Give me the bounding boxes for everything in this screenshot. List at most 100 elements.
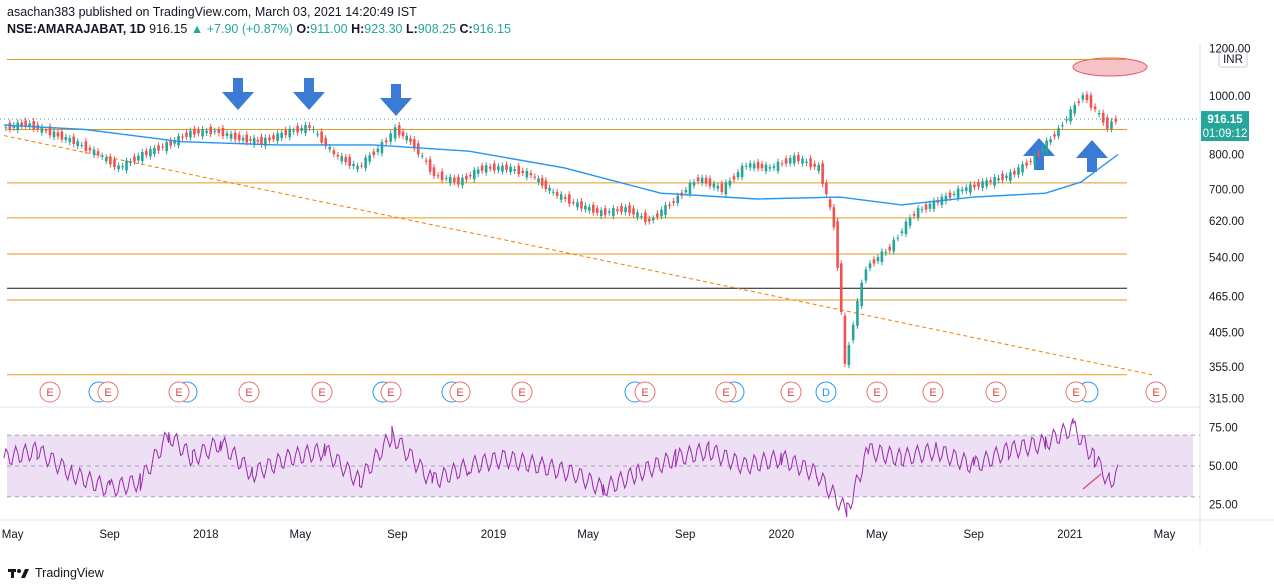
candle-body <box>1001 173 1004 181</box>
currency-box[interactable] <box>1218 49 1248 68</box>
candle-body <box>1021 164 1024 173</box>
candle-body <box>916 208 920 218</box>
candle-body <box>1061 125 1064 127</box>
price-tick-label: 800.00 <box>1209 149 1244 161</box>
earnings-marker <box>1065 381 1087 403</box>
candle-body <box>797 154 800 162</box>
candle-body <box>1065 119 1068 121</box>
candle-body <box>851 324 855 341</box>
rsi-tick-label: 25.00 <box>1209 500 1238 512</box>
candle-body <box>656 213 659 217</box>
candle-body <box>20 122 23 126</box>
candle-body <box>1057 128 1060 137</box>
candle-body <box>847 345 851 366</box>
candle-body <box>616 209 619 212</box>
candle-body <box>80 145 84 147</box>
earnings-marker <box>715 381 737 403</box>
candle-body <box>465 175 468 180</box>
candle-body <box>405 135 409 141</box>
candle-body <box>756 161 760 169</box>
candle-body <box>1097 112 1101 115</box>
candle-body <box>497 166 500 171</box>
candle-body <box>924 204 928 210</box>
candle-body <box>724 182 728 195</box>
candle-body <box>428 159 432 172</box>
candle-body <box>989 180 992 182</box>
candle-body <box>973 184 976 188</box>
candle-body <box>96 151 100 156</box>
price-tick-label: 700.00 <box>1209 184 1244 196</box>
high-value: 923.30 <box>364 22 403 36</box>
price-tick-label: 540.00 <box>1209 252 1244 264</box>
candle-body <box>517 165 521 175</box>
time-tick-label: Sep <box>675 529 695 541</box>
footer-brand[interactable]: TradingView <box>8 566 104 580</box>
candle-body <box>416 143 420 155</box>
candle-body <box>801 158 804 164</box>
candle-body <box>716 185 720 189</box>
price-tick-label: 315.00 <box>1209 394 1244 406</box>
candle-body <box>245 134 249 143</box>
candle-body <box>640 216 643 218</box>
candle-body <box>559 194 563 200</box>
earnings-marker <box>780 381 802 403</box>
candle-body <box>221 128 225 137</box>
candle-body <box>920 209 924 211</box>
candle-body <box>944 195 948 202</box>
target-ellipse <box>1072 57 1148 77</box>
candle-body <box>501 165 504 172</box>
candle-body <box>809 158 812 168</box>
candle-body <box>732 176 736 180</box>
candle-body <box>304 124 307 133</box>
candle-body <box>229 133 233 139</box>
candle-body <box>599 210 603 217</box>
rsi-tick-label: 75.00 <box>1209 422 1238 434</box>
candle-body <box>201 129 204 137</box>
earnings-marker-label: E <box>722 387 729 399</box>
candle-body <box>525 170 529 178</box>
earnings-marker <box>449 381 471 403</box>
candle-body <box>888 246 892 251</box>
candle-body <box>125 160 128 171</box>
close-value: 916.15 <box>472 22 511 36</box>
candle-body <box>644 212 647 222</box>
candle-body <box>651 218 655 221</box>
rsi-tick-label: 50.00 <box>1209 461 1238 473</box>
candle-body <box>436 175 440 177</box>
candle-body <box>205 130 208 133</box>
candle-body <box>368 155 372 162</box>
candle-body <box>544 180 548 190</box>
candle-body <box>825 182 828 195</box>
earnings-marker-label: E <box>929 387 936 399</box>
candle-body <box>868 263 872 269</box>
candle-body <box>24 120 27 126</box>
candle-body <box>340 156 344 162</box>
candle-body <box>952 193 956 195</box>
candle-body <box>784 158 788 164</box>
candle-body <box>892 239 896 252</box>
candle-body <box>376 148 380 153</box>
earnings-marker-label: E <box>387 387 394 399</box>
candle-body <box>113 159 116 168</box>
dividend-marker-label: D <box>822 387 830 399</box>
candle-body <box>932 200 936 209</box>
candle-body <box>64 136 68 140</box>
candle-body <box>1093 106 1097 110</box>
earnings-marker-label: E <box>46 387 53 399</box>
candle-body <box>348 156 351 166</box>
candle-body <box>256 140 260 142</box>
candle-body <box>700 177 704 183</box>
candle-body <box>352 164 355 167</box>
candle-body <box>292 130 295 132</box>
earnings-marker <box>922 381 944 403</box>
candle-body <box>813 163 816 167</box>
candle-body <box>328 146 332 150</box>
candle-body <box>572 202 575 204</box>
time-tick-label: 2021 <box>1057 529 1083 541</box>
candle-body <box>772 166 776 168</box>
high-label: H: <box>351 22 365 36</box>
candle-body <box>260 136 263 145</box>
price-tick-label: 1000.00 <box>1209 91 1251 103</box>
candle-body <box>744 165 748 167</box>
